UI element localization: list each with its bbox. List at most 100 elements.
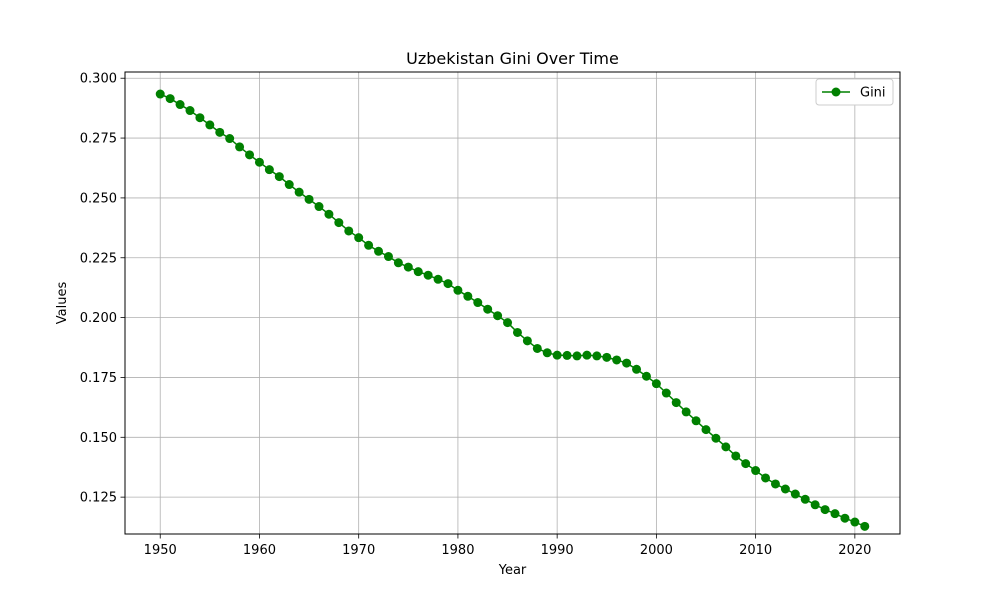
data-point — [334, 218, 344, 228]
data-point — [453, 285, 463, 295]
data-point — [770, 479, 780, 489]
chart-title: Uzbekistan Gini Over Time — [406, 49, 619, 68]
data-point — [572, 351, 582, 361]
data-point — [830, 509, 840, 519]
data-point — [483, 304, 493, 314]
data-point — [374, 246, 384, 256]
data-point — [721, 442, 731, 452]
y-axis-label: Values — [55, 282, 70, 325]
legend-marker-swatch — [831, 87, 841, 97]
data-point — [503, 318, 513, 328]
data-point — [641, 371, 651, 381]
x-tick-label: 1980 — [441, 543, 474, 558]
y-tick-label: 0.300 — [80, 72, 117, 87]
data-point — [632, 364, 642, 374]
data-point — [364, 240, 374, 250]
data-point — [463, 291, 473, 301]
data-point — [741, 459, 751, 469]
data-point — [185, 106, 195, 116]
data-point — [681, 407, 691, 417]
legend-box — [815, 78, 894, 106]
series-layer — [155, 89, 870, 531]
y-tick-label: 0.175 — [80, 371, 117, 386]
data-point — [493, 311, 503, 321]
data-point — [383, 252, 393, 262]
data-point — [671, 398, 681, 408]
x-axis-label: Year — [498, 563, 527, 578]
data-point — [751, 466, 761, 476]
data-point — [512, 327, 522, 337]
data-point — [552, 350, 562, 360]
x-tick-label: 2010 — [739, 543, 772, 558]
data-point — [810, 500, 820, 510]
data-point — [344, 226, 354, 236]
data-point — [860, 521, 870, 531]
data-point — [800, 494, 810, 504]
data-point — [423, 270, 433, 280]
x-tick-label: 2000 — [640, 543, 673, 558]
data-point — [850, 517, 860, 527]
data-point — [691, 416, 701, 426]
data-point — [195, 113, 205, 123]
data-point — [433, 274, 443, 284]
data-point — [413, 267, 423, 277]
data-point — [205, 120, 215, 130]
data-point — [284, 180, 294, 190]
data-point — [661, 388, 671, 398]
data-point — [602, 352, 612, 362]
data-point — [592, 351, 602, 361]
data-point — [324, 209, 334, 219]
data-point — [542, 348, 552, 358]
data-point — [473, 298, 483, 308]
data-point — [701, 425, 711, 435]
data-point — [354, 233, 364, 243]
data-point — [175, 100, 185, 110]
data-point — [562, 350, 572, 360]
data-point — [731, 451, 741, 461]
gridlines — [125, 72, 900, 534]
data-point — [254, 157, 264, 167]
data-point — [215, 127, 225, 137]
legend-label: Gini — [860, 86, 886, 101]
data-point — [443, 279, 453, 289]
data-point — [761, 473, 771, 483]
data-point — [245, 150, 255, 160]
data-point — [264, 165, 274, 175]
y-tick-label: 0.250 — [80, 191, 117, 206]
y-tick-label: 0.275 — [80, 132, 117, 147]
data-point — [780, 484, 790, 494]
data-point — [532, 343, 542, 353]
y-tick-label: 0.225 — [80, 251, 117, 266]
y-tick-label: 0.200 — [80, 311, 117, 326]
x-tick-label: 1990 — [541, 543, 574, 558]
x-axis-ticks: 1950 1960 1970 1980 1990 2000 2010 2020 — [144, 534, 871, 558]
data-point — [403, 262, 413, 272]
data-point — [225, 134, 235, 144]
data-point — [622, 358, 632, 368]
legend: Gini — [815, 78, 894, 106]
y-axis-ticks: 0.125 0.150 0.175 0.200 0.225 0.250 0.275 0.300 — [80, 72, 125, 506]
x-tick-label: 1960 — [243, 543, 276, 558]
data-point — [711, 433, 721, 443]
data-point — [274, 172, 284, 182]
data-point — [294, 187, 304, 197]
x-tick-label: 2020 — [838, 543, 871, 558]
data-point — [840, 513, 850, 523]
data-point — [393, 258, 403, 268]
y-tick-label: 0.125 — [80, 491, 117, 506]
data-point — [314, 202, 324, 212]
data-point — [790, 489, 800, 499]
data-point — [612, 355, 622, 365]
plot-area-frame — [124, 71, 901, 535]
data-point — [235, 142, 245, 152]
x-tick-label: 1970 — [342, 543, 375, 558]
x-tick-label: 1950 — [144, 543, 177, 558]
data-point — [651, 379, 661, 389]
data-point — [522, 336, 532, 346]
series-line-gini — [159, 93, 866, 528]
data-point — [165, 94, 175, 104]
data-point — [582, 350, 592, 360]
y-tick-label: 0.150 — [80, 431, 117, 446]
